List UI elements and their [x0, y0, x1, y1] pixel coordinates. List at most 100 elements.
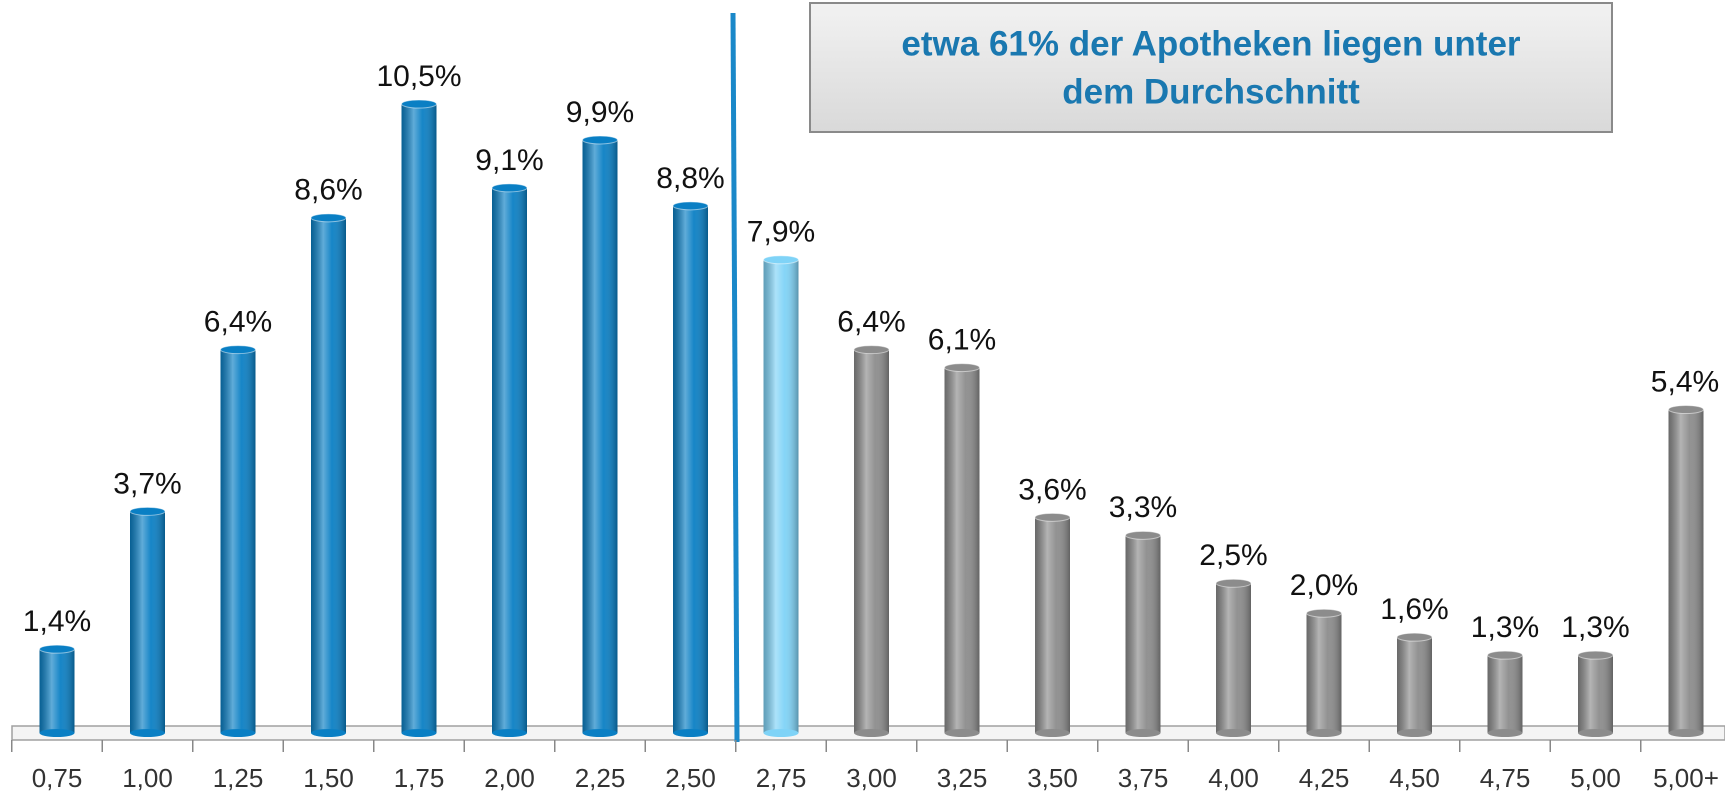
bar-cap	[1215, 578, 1252, 588]
bar-shade	[1487, 655, 1523, 733]
average-line	[730, 12, 740, 743]
bar-shade	[1035, 517, 1070, 733]
bar-shade	[1668, 409, 1704, 733]
x-tick-label: 2,25	[575, 763, 626, 793]
x-tick-label: 5,00	[1570, 763, 1621, 793]
x-tick-label: 3,75	[1118, 763, 1169, 793]
bar-base	[311, 729, 346, 737]
x-tick-label: 0,75	[32, 763, 83, 793]
x-tick-label: 4,50	[1389, 763, 1440, 793]
bar-base	[1397, 729, 1432, 737]
bar-cap	[129, 506, 166, 516]
value-label: 5,4%	[1651, 365, 1719, 398]
value-label: 1,6%	[1380, 593, 1448, 626]
value-label: 9,1%	[475, 144, 543, 177]
bar-base	[401, 729, 437, 737]
bar-base	[1125, 729, 1161, 737]
value-label: 1,3%	[1471, 611, 1539, 644]
bar-base	[1487, 729, 1523, 737]
value-label: 3,6%	[1018, 473, 1086, 506]
x-tick-label: 4,75	[1480, 763, 1531, 793]
x-tick-label: 4,00	[1208, 763, 1259, 793]
bar-base	[944, 729, 980, 737]
bar-base	[854, 729, 889, 737]
x-tick-label: 1,00	[122, 763, 173, 793]
value-label: 6,1%	[928, 324, 996, 357]
bar-shade	[1216, 583, 1251, 733]
annotation: etwa 61% der Apotheken liegen unter	[901, 24, 1521, 63]
bar-shade	[944, 367, 980, 733]
bar-base	[1306, 729, 1342, 737]
bar-shade	[582, 139, 618, 733]
value-label: 9,9%	[566, 96, 634, 129]
bar-cap	[310, 213, 347, 223]
bar-base	[39, 729, 75, 737]
x-tick-label: 5,00+	[1653, 763, 1719, 793]
bar-shade	[311, 217, 346, 734]
bar-shade	[39, 649, 75, 733]
bar-cap	[491, 183, 528, 193]
bar-shade	[1306, 613, 1342, 733]
bar-cap	[763, 255, 799, 265]
bar-cap	[401, 99, 437, 109]
bar-shade	[492, 187, 527, 733]
x-tick-label: 2,00	[484, 763, 535, 793]
annotation-box	[809, 2, 1613, 133]
bar-shade	[854, 349, 889, 733]
bar-base	[763, 729, 799, 737]
bar-base	[673, 729, 708, 737]
x-tick-label: 2,50	[665, 763, 716, 793]
value-label: 3,7%	[113, 467, 181, 500]
bar-cap	[944, 363, 980, 373]
x-tick-label: 1,50	[303, 763, 354, 793]
bar-base	[1668, 729, 1704, 737]
bar-cap	[853, 345, 890, 355]
x-tick-label: 1,25	[213, 763, 264, 793]
bar-shade	[130, 511, 165, 733]
value-label: 1,4%	[23, 605, 91, 638]
bars: 0,75 1,4% 1,00 3,7% 1,25 6,4% 1,50 8,6% 1,75 10,5…	[11, 60, 1719, 793]
bar-shade	[220, 349, 256, 733]
bar-shade	[673, 205, 708, 734]
bar-base	[1578, 729, 1613, 737]
value-label: 8,8%	[656, 162, 724, 195]
bar-cap	[1306, 608, 1342, 618]
x-tick-label: 3,25	[937, 763, 988, 793]
value-label: 2,5%	[1199, 539, 1267, 572]
annotation: dem Durchschnitt	[1062, 72, 1360, 111]
bar-cap	[1577, 650, 1614, 660]
x-tick-label: 4,25	[1299, 763, 1350, 793]
bar-cap	[582, 135, 618, 145]
bar-cap	[39, 644, 75, 654]
x-tick-label: 2,75	[756, 763, 807, 793]
x-tick-label: 3,50	[1027, 763, 1078, 793]
value-label: 3,3%	[1109, 491, 1177, 524]
bar-shade	[1578, 655, 1613, 733]
bar-shade	[401, 104, 437, 733]
bar-base	[1035, 729, 1070, 737]
value-label: 1,3%	[1561, 611, 1629, 644]
value-label: 7,9%	[747, 216, 815, 249]
bar-cap	[1125, 530, 1161, 540]
bar-base	[1216, 729, 1251, 737]
bar-base	[130, 729, 165, 737]
bar-base	[220, 729, 256, 737]
value-label: 6,4%	[837, 306, 905, 339]
bar-cap	[1487, 650, 1523, 660]
bar-cap	[1396, 632, 1433, 642]
value-label: 10,5%	[376, 60, 461, 93]
bar-cap	[672, 201, 709, 211]
bar-cap	[1668, 405, 1704, 415]
value-label: 2,0%	[1290, 569, 1358, 602]
bar-base	[492, 729, 527, 737]
bar-cap	[1034, 512, 1071, 522]
bar-base	[582, 729, 618, 737]
bar-cap	[220, 345, 256, 355]
x-tick-label: 3,00	[846, 763, 897, 793]
bar-shade	[1125, 535, 1161, 733]
value-label: 6,4%	[204, 306, 272, 339]
bar-shade	[1397, 637, 1432, 733]
bar-shade	[763, 259, 799, 733]
x-tick-label: 1,75	[394, 763, 445, 793]
